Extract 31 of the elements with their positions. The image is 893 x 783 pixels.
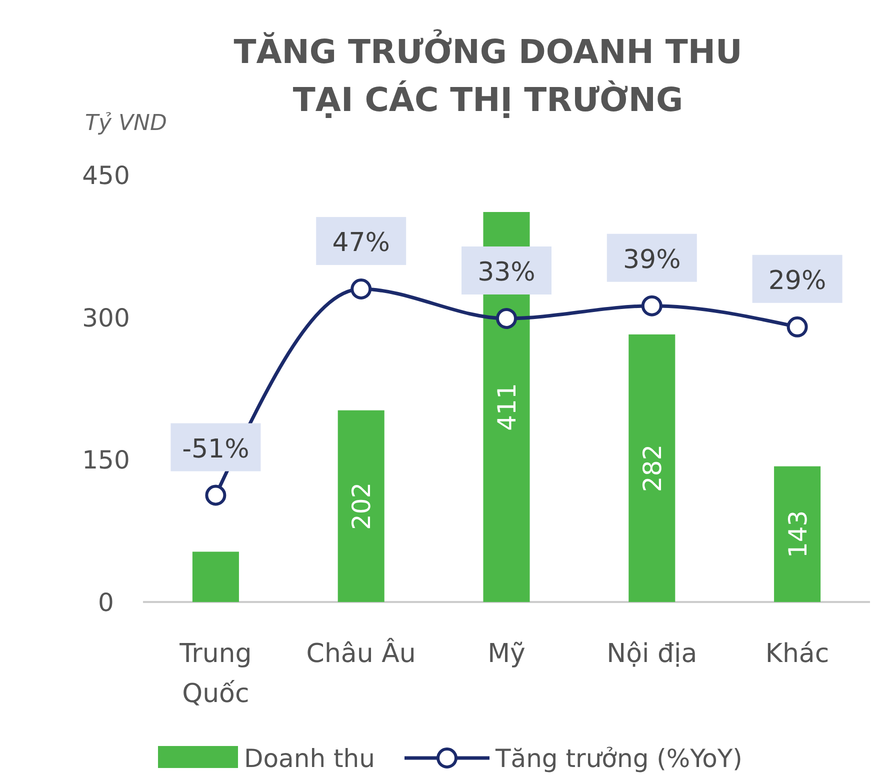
bar	[628, 334, 676, 602]
bar	[774, 466, 821, 602]
data-label: 33%	[478, 257, 536, 288]
data-label: 202	[347, 482, 376, 530]
data-label: -51%	[182, 434, 250, 464]
point	[786, 316, 808, 338]
x-tick-label: Trung Quốc	[178, 639, 252, 709]
x-tick-label: Châu Âu	[306, 637, 416, 669]
legend-label: Tăng trưởng (%YoY)	[494, 744, 742, 773]
point	[350, 278, 372, 300]
legend-label: Doanh thu	[244, 744, 375, 773]
y-axis-title: Tỷ VND	[85, 111, 167, 136]
y-tick-label: 450	[82, 161, 130, 190]
data-label: 411	[492, 383, 522, 431]
y-tick-label: 300	[82, 303, 130, 332]
bar	[192, 552, 239, 602]
data-label: 39%	[623, 244, 681, 275]
bar	[338, 410, 384, 602]
point	[205, 484, 226, 506]
x-tick-label: Mỹ	[488, 639, 526, 669]
data-label: 47%	[332, 228, 390, 258]
data-label: 143	[783, 510, 812, 558]
point	[641, 295, 662, 316]
x-tick-label: Nội địa	[606, 639, 698, 669]
data-label: 282	[638, 444, 667, 492]
y-tick-label: 150	[82, 446, 130, 475]
y-tick-label: 0	[98, 588, 114, 617]
x-tick-label: Khác	[765, 639, 830, 669]
point	[496, 308, 517, 329]
chart-title: TĂNG TRƯỞNG DOANH THU TẠI CÁC THỊ TRƯỜNG	[234, 29, 742, 119]
data-label: 29%	[768, 266, 826, 296]
